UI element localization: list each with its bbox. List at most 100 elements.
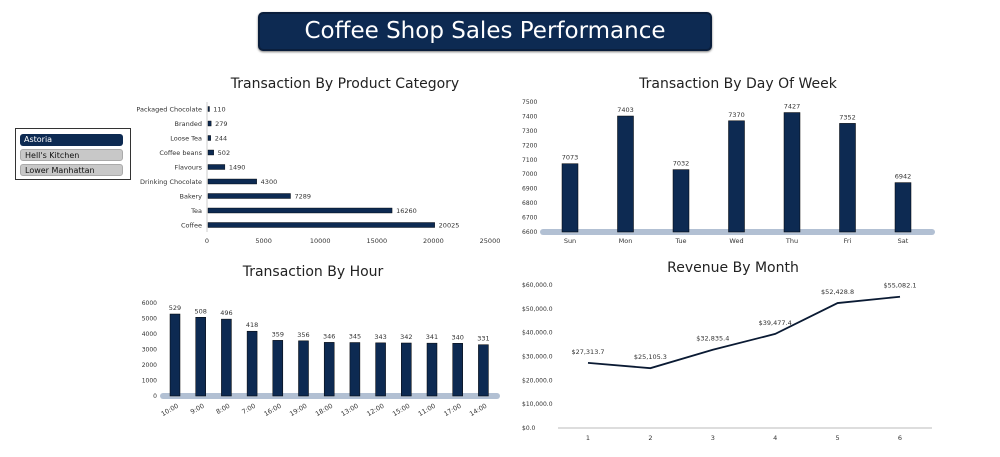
x-tick-label: 11:00 xyxy=(417,402,437,418)
bar xyxy=(207,207,393,214)
y-tick-label: 5000 xyxy=(142,316,157,323)
category-label: Branded xyxy=(175,120,203,128)
category-label: Flavours xyxy=(174,164,202,172)
x-tick-label: 19:00 xyxy=(288,402,308,418)
x-tick-label: 5 xyxy=(836,434,840,442)
x-tick-label: 13:00 xyxy=(340,402,360,418)
bar xyxy=(349,342,361,397)
bar xyxy=(272,340,284,397)
data-label: 341 xyxy=(426,333,438,341)
x-tick-label: 0 xyxy=(205,237,209,245)
data-label: 418 xyxy=(246,321,258,329)
bar xyxy=(298,340,309,397)
chart-title-revenue-month: Revenue By Month xyxy=(667,260,799,276)
y-tick-label: 7200 xyxy=(522,142,537,149)
x-tick-label: Sat xyxy=(898,237,909,245)
bar xyxy=(617,115,634,233)
data-label: 1490 xyxy=(229,164,246,172)
bar xyxy=(207,193,291,199)
data-label: 502 xyxy=(218,149,230,157)
bar xyxy=(728,120,745,233)
y-tick-label: 7100 xyxy=(522,157,537,164)
bar xyxy=(246,330,258,397)
bar xyxy=(207,106,210,112)
x-tick-label: 15:00 xyxy=(391,402,411,418)
bar xyxy=(323,342,335,397)
data-label: 345 xyxy=(349,333,361,341)
data-label: 110 xyxy=(213,106,225,114)
data-label: 7427 xyxy=(784,103,801,111)
data-label: 508 xyxy=(194,307,206,315)
x-tick-label: 10:00 xyxy=(160,402,180,418)
data-label: 7073 xyxy=(562,154,579,162)
data-label: 356 xyxy=(297,331,309,339)
y-tick-label: 2000 xyxy=(142,362,157,369)
x-tick-label: Fri xyxy=(844,237,852,245)
slicer-item-hells-kitchen[interactable]: Hell's Kitchen xyxy=(20,149,123,161)
bar xyxy=(207,178,257,185)
x-tick-label: 18:00 xyxy=(314,402,334,418)
y-tick-label: $60,000.0 xyxy=(522,282,553,289)
data-label: 7289 xyxy=(295,193,312,201)
data-label: 7352 xyxy=(839,113,856,121)
x-tick-label: 3 xyxy=(711,434,715,442)
data-label: 16260 xyxy=(396,207,417,215)
y-tick-label: 6800 xyxy=(522,200,537,207)
x-tick-label: 20000 xyxy=(423,237,444,245)
x-tick-label: 8:00 xyxy=(215,402,232,416)
bar xyxy=(207,149,214,156)
data-label: 496 xyxy=(220,309,232,317)
data-label: $39,477.4 xyxy=(759,319,792,327)
y-tick-label: $50,000.0 xyxy=(522,306,553,313)
bar xyxy=(894,182,912,233)
bar xyxy=(375,342,386,397)
chart-title-day-of-week: Transaction By Day Of Week xyxy=(639,76,837,92)
category-label: Coffee xyxy=(181,222,202,230)
data-label: 529 xyxy=(169,304,181,312)
x-tick-label: 15000 xyxy=(366,237,387,245)
x-tick-label: 25000 xyxy=(480,237,501,245)
category-label: Coffee beans xyxy=(159,149,202,157)
x-tick-label: 7:00 xyxy=(240,402,257,416)
bar xyxy=(783,112,801,233)
slicer-item-astoria[interactable]: Astoria xyxy=(20,134,123,146)
data-label: 346 xyxy=(323,332,335,340)
bar xyxy=(207,164,226,170)
x-tick-label: Thu xyxy=(785,237,798,245)
bar xyxy=(839,123,856,233)
bar xyxy=(207,222,435,228)
y-tick-label: $40,000.0 xyxy=(522,330,553,337)
dashboard-title: Coffee Shop Sales Performance xyxy=(258,12,712,51)
y-tick-label: 6000 xyxy=(142,300,157,307)
y-tick-label: $0.0 xyxy=(522,425,536,432)
y-tick-label: 6900 xyxy=(522,186,537,193)
y-tick-label: 7500 xyxy=(522,99,537,106)
x-tick-label: 10000 xyxy=(310,237,331,245)
y-tick-label: $10,000.0 xyxy=(522,401,553,408)
chart-title-hour: Transaction By Hour xyxy=(242,264,384,280)
y-tick-label: $20,000.0 xyxy=(522,377,553,384)
category-label: Tea xyxy=(190,207,202,215)
category-label: Bakery xyxy=(180,193,203,201)
bar xyxy=(221,318,232,397)
data-label: 359 xyxy=(272,330,284,338)
x-tick-label: 2 xyxy=(648,434,652,442)
bar xyxy=(169,313,181,397)
data-label: 7403 xyxy=(617,106,634,114)
data-label: $25,105.3 xyxy=(634,353,667,361)
data-label: 279 xyxy=(215,120,227,128)
bar xyxy=(426,342,438,397)
revenue-line xyxy=(587,295,901,370)
bar xyxy=(195,317,206,397)
data-label: 340 xyxy=(451,333,463,341)
x-tick-label: 16:00 xyxy=(263,402,283,418)
y-tick-label: 0 xyxy=(153,393,157,400)
y-tick-label: 4000 xyxy=(142,331,157,338)
bar xyxy=(478,344,489,397)
data-label: $32,835.4 xyxy=(696,335,729,343)
x-tick-label: Sun xyxy=(564,237,576,245)
slicer-item-lower-manhattan[interactable]: Lower Manhattan xyxy=(20,164,123,176)
y-tick-label: $30,000.0 xyxy=(522,354,553,361)
x-tick-label: 14:00 xyxy=(468,402,488,418)
